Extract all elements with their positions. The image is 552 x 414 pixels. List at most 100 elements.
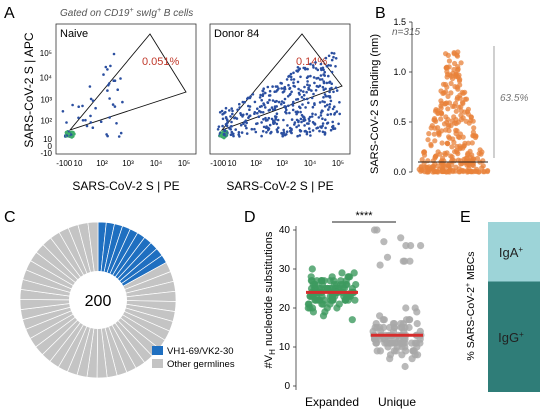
flow-event-dot bbox=[323, 100, 326, 104]
substitution-dot bbox=[417, 242, 425, 250]
flow-event-dot bbox=[121, 100, 124, 104]
binding-plot: n=315 SARS-CoV-2 S Binding (nm) 0.0 0.5 1.… bbox=[369, 17, 528, 177]
binding-dot bbox=[436, 132, 442, 138]
binding-dot bbox=[445, 106, 451, 112]
flow-event-dot bbox=[282, 131, 286, 134]
isotype-bar-segment bbox=[488, 222, 540, 282]
binding-dot bbox=[446, 128, 452, 134]
flow-event-dot bbox=[312, 76, 316, 79]
binding-dot bbox=[426, 131, 432, 137]
flow-event-dot bbox=[298, 128, 302, 132]
gate-caption-c: B cells bbox=[161, 8, 193, 19]
substitution-dot bbox=[338, 269, 346, 277]
flow-event-dot bbox=[287, 83, 290, 87]
flow-event-dot bbox=[250, 127, 254, 131]
ylabel-e-prefix: % SARS-CoV-2 bbox=[465, 287, 477, 361]
isotype-bar: % SARS-CoV-2+ MBCs IgG+ IgA+ bbox=[465, 222, 540, 392]
binding-dot bbox=[457, 131, 463, 137]
flow-event-dot bbox=[323, 74, 327, 77]
flow-event-dot bbox=[297, 87, 300, 91]
flow-event-dot bbox=[257, 115, 261, 118]
flow-event-dot bbox=[289, 130, 293, 134]
substitution-dot bbox=[401, 343, 409, 351]
substitution-dot bbox=[351, 296, 359, 304]
binding-dot bbox=[445, 93, 451, 99]
flow-event-dot bbox=[258, 96, 262, 99]
substitution-dot bbox=[413, 320, 421, 328]
flow-event-dot bbox=[300, 120, 303, 124]
flow-event-dot bbox=[231, 109, 234, 113]
flow-event-dot bbox=[332, 52, 336, 55]
flow-event-dot bbox=[323, 105, 327, 108]
flow-core-dot bbox=[221, 135, 225, 139]
flow-event-dot bbox=[298, 134, 302, 137]
flow-event-dot bbox=[328, 105, 331, 109]
flow-xtick-label: -10 bbox=[56, 159, 68, 168]
flow-event-dot bbox=[276, 130, 279, 134]
flow-core-dot bbox=[71, 130, 75, 135]
flow-event-dot bbox=[262, 125, 266, 129]
substitution-dot bbox=[333, 304, 341, 312]
binding-dot bbox=[440, 81, 447, 87]
flow-event-dot bbox=[317, 116, 321, 119]
flow-event-dot bbox=[236, 108, 239, 112]
binding-dot bbox=[448, 80, 454, 87]
flow-event-dot bbox=[319, 114, 323, 117]
flow-plot-donor-title: Donor 84 bbox=[214, 28, 259, 40]
binding-dot bbox=[467, 158, 473, 164]
binding-dot bbox=[480, 158, 486, 164]
flow-event-dot bbox=[264, 106, 267, 109]
flow-event-dot bbox=[273, 105, 277, 108]
flow-event-dot bbox=[319, 74, 323, 77]
flow-event-dot bbox=[313, 103, 316, 106]
flow-event-dot bbox=[303, 66, 307, 70]
flow-event-dot bbox=[306, 83, 309, 86]
substitution-dot bbox=[307, 273, 315, 281]
substitution-dot bbox=[388, 339, 396, 347]
flow-event-dot bbox=[280, 102, 283, 106]
substitution-dot bbox=[328, 296, 336, 304]
flow-event-dot bbox=[244, 119, 248, 122]
flow-event-dot bbox=[292, 100, 295, 104]
flow-event-dot bbox=[302, 97, 306, 101]
flow-event-dot bbox=[285, 108, 288, 112]
binding-dot bbox=[449, 118, 455, 124]
flow-event-dot bbox=[246, 97, 249, 100]
flow-event-dot bbox=[220, 109, 224, 113]
flow-event-dot bbox=[303, 117, 306, 121]
flow-event-dot bbox=[283, 97, 287, 101]
binding-dot bbox=[452, 60, 458, 67]
flow-event-dot bbox=[242, 122, 245, 125]
flow-event-dot bbox=[88, 85, 92, 88]
flow-xtick-label: 10³ bbox=[122, 159, 134, 168]
isotype-ylabel: % SARS-CoV-2+ MBCs bbox=[465, 251, 477, 360]
flow-event-dot bbox=[295, 112, 298, 116]
binding-dot bbox=[444, 140, 450, 146]
flow-event-dot bbox=[296, 70, 300, 73]
binding-dot bbox=[419, 157, 425, 163]
substitutions-ytick-label: 0 bbox=[284, 381, 290, 392]
binding-dot bbox=[428, 143, 434, 149]
flow-event-dot bbox=[316, 68, 320, 72]
flow-event-dot bbox=[251, 93, 255, 96]
binding-dot bbox=[481, 169, 487, 175]
flow-event-dot bbox=[287, 75, 290, 78]
flow-event-dot bbox=[260, 134, 263, 138]
flow-event-dot bbox=[282, 128, 286, 132]
germline-donut: 200 VH1-69/VK2-30 Other germlines bbox=[19, 221, 235, 379]
flow-event-dot bbox=[333, 127, 337, 130]
flow-event-dot bbox=[303, 85, 306, 89]
flow-event-dot bbox=[314, 67, 318, 70]
flow-event-dot bbox=[221, 117, 225, 121]
flow-event-dot bbox=[267, 127, 271, 131]
legend-label-vh169: VH1-69/VK2-30 bbox=[167, 346, 234, 357]
binding-dot bbox=[448, 158, 454, 165]
flow-event-dot bbox=[272, 121, 275, 124]
substitution-dot bbox=[326, 277, 334, 285]
flow-event-dot bbox=[321, 117, 324, 120]
flow-xtick-label: 10⁴ bbox=[150, 159, 163, 168]
flow-event-dot bbox=[224, 116, 228, 120]
panel-letter-c: C bbox=[4, 209, 16, 226]
flow-event-dot bbox=[234, 128, 237, 131]
flow-event-dot bbox=[89, 97, 93, 101]
